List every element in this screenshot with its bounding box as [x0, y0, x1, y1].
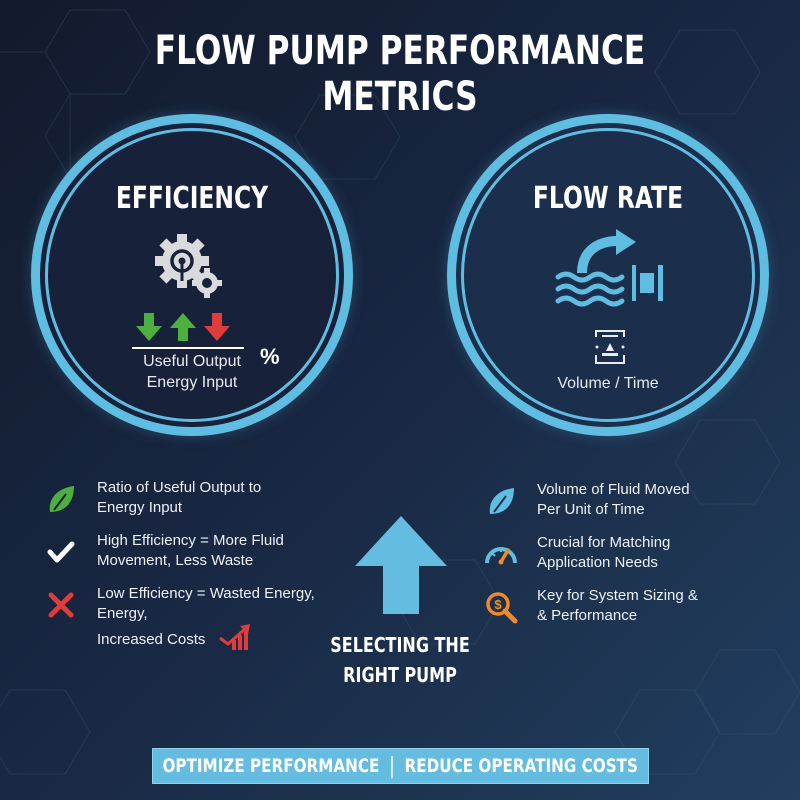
x-icon	[48, 592, 74, 618]
checkmark-icon	[47, 541, 75, 563]
list-item: Volume of Fluid Moved Per Unit of Time	[484, 480, 744, 520]
flow-points-list: Volume of Fluid Moved Per Unit of Time C…	[484, 480, 744, 639]
banner-separator: |	[389, 753, 396, 779]
dollar-magnifier-icon: $	[486, 592, 518, 624]
arrow-up-green-icon	[170, 313, 196, 341]
fraction-bar	[132, 347, 244, 349]
water-flow-pipe-icon	[555, 229, 663, 307]
flow-formula: Volume / Time	[557, 375, 659, 392]
fraction-numerator: Useful Output	[143, 353, 241, 370]
svg-text:$: $	[494, 597, 502, 612]
page-title: FLOW PUMP PERFORMANCE METRICS	[154, 28, 646, 120]
arrow-down-red-icon	[204, 313, 230, 341]
rising-cost-chart-icon	[218, 624, 250, 650]
list-item: High Efficiency = More Fluid Movement, L…	[44, 531, 344, 571]
up-arrow-icon	[355, 516, 447, 614]
timer-volume-icon	[595, 330, 625, 364]
list-item: Low Efficiency = Wasted Energy, Energy, …	[44, 584, 344, 650]
banner-left-text: OPTIMIZE PERFORMANCE	[162, 755, 380, 777]
percent-sign: %	[260, 344, 280, 369]
efficiency-circle: EFFICIENCY	[31, 114, 353, 436]
efficiency-arrows	[136, 313, 230, 341]
leaf-icon	[49, 486, 74, 512]
flow-rate-circle: FLOW RATE Volume / Time	[447, 114, 769, 436]
fraction-denominator: Energy Input	[146, 374, 238, 391]
list-item: Ratio of Useful Output to Energy Input	[44, 478, 344, 518]
efficiency-points-list: Ratio of Useful Output to Energy Input H…	[44, 478, 344, 663]
arrow-down-green-icon	[136, 313, 162, 341]
selecting-right-pump-text: SELECTING THE RIGHT PUMP	[330, 633, 470, 687]
efficiency-title: EFFICIENCY	[115, 181, 269, 216]
gauge-icon	[485, 547, 517, 565]
flow-rate-title: FLOW RATE	[532, 181, 684, 216]
leaf-icon	[489, 488, 514, 514]
list-item: Crucial for Matching Application Needs	[484, 533, 744, 573]
list-item: $ Key for System Sizing & & Performance	[484, 586, 744, 626]
efficiency-fraction: Useful Output Energy Input	[132, 351, 252, 393]
gears-icon	[155, 234, 222, 298]
bottom-banner: OPTIMIZE PERFORMANCE | REDUCE OPERATING …	[152, 748, 649, 784]
banner-right-text: REDUCE OPERATING COSTS	[404, 755, 639, 777]
